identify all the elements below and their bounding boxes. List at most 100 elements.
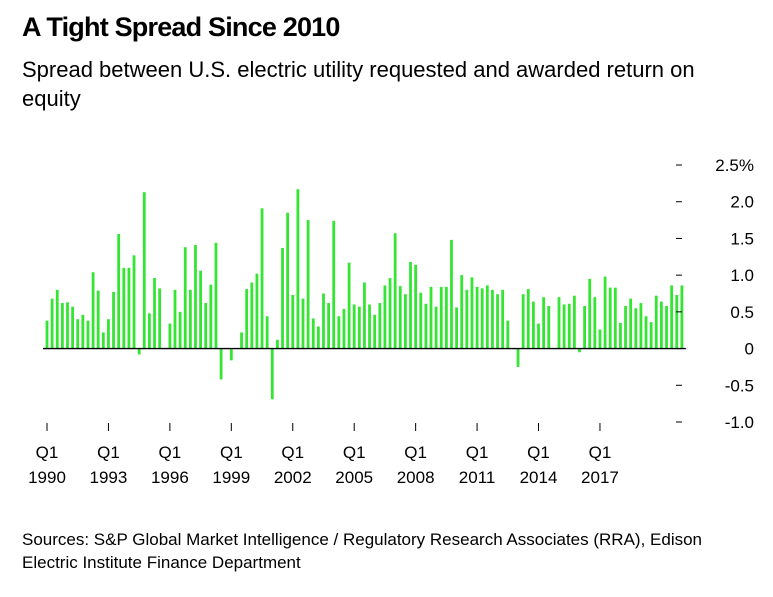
bar [188,289,192,349]
x-tick-label-quarter: Q1 [404,443,427,462]
x-tick-label-year: 2008 [397,468,435,487]
bar [506,320,510,349]
bar [55,289,59,349]
y-tick-label: 2.5% [715,156,754,175]
bar-chart: 2.5% 2.0 1.5 1.0 0.5 0 -0.5 -1.0 Q1 1990 Q1 1993 Q1… [28,156,754,487]
bar [158,288,162,349]
bar [680,285,684,349]
bar [352,304,356,349]
bar [675,294,679,349]
bar [337,316,341,349]
bar [178,311,182,349]
x-tick-label-year: 2002 [274,468,312,487]
x-tick-label-quarter: Q1 [220,443,243,462]
bar [306,220,310,349]
bar [383,285,387,349]
bar [311,318,315,349]
bar [634,308,638,349]
bar [419,292,423,349]
bar [439,286,443,349]
y-tick-label: -1.0 [725,413,754,432]
bar [424,303,428,349]
bar [301,298,305,349]
y-tick-label: 0 [745,340,754,359]
bar [173,289,177,349]
bar [373,314,377,349]
bar [455,307,458,349]
bar [240,332,243,349]
bar [450,239,453,349]
bar [414,264,418,349]
bar [588,278,592,349]
x-tick-label-year: 1990 [28,468,66,487]
bar [521,294,525,349]
chart-subtitle: Spread between U.S. electric utility req… [22,57,695,111]
chart-title: A Tight Spread Since 2010 [22,12,340,42]
bar [393,233,397,349]
bar [475,286,479,349]
bar [516,348,520,367]
x-axis: Q1 1990 Q1 1993 Q1 1996 Q1 1999 Q1 2002 Q1 2005 Q1 20… [28,423,619,487]
bar [142,192,146,349]
bar [132,255,136,349]
bar [434,306,438,349]
bar [255,273,259,349]
bar [117,234,121,349]
bar [265,316,269,349]
bar [547,305,551,349]
bar [250,282,254,349]
x-tick-label-year: 1996 [151,468,189,487]
y-tick-label: 0.5 [730,303,754,322]
bar [281,247,284,349]
y-tick-label: 1.5 [730,229,754,248]
bar [629,298,633,349]
x-tick-label-year: 1993 [90,468,128,487]
y-tick-label: 2.0 [730,193,754,212]
bar [81,314,85,349]
bar [286,212,290,349]
bar [363,282,366,349]
bar [496,294,499,349]
bar [624,305,627,349]
bar [532,301,535,349]
y-tick-label: -0.5 [725,376,754,395]
bar [501,289,505,349]
bar [368,304,371,349]
bar [619,322,622,349]
bar [107,319,110,349]
bar [296,189,300,349]
bar [91,272,95,349]
bar [127,267,131,349]
x-tick-label-quarter: Q1 [159,443,182,462]
bar [347,262,351,349]
bar [660,301,663,349]
bar [537,323,540,349]
bar [608,287,612,349]
bar [122,267,126,349]
bar [644,316,648,349]
bar [404,294,407,349]
x-tick-label-quarter: Q1 [36,443,59,462]
bar [332,220,336,349]
source-note: Sources: S&P Global Market Intelligence … [22,530,702,572]
bar [199,270,202,349]
bar [542,297,546,349]
bar [470,277,474,349]
bar [491,289,494,349]
bar [480,288,484,349]
y-axis: 2.5% 2.0 1.5 1.0 0.5 0 -0.5 -1.0 [676,156,754,432]
bar [357,306,361,349]
bar [485,285,489,349]
bar [526,289,530,349]
bar [291,294,295,349]
bar [183,247,187,349]
bar [66,302,69,349]
bar [598,329,602,349]
bar [444,286,448,349]
bar [276,339,279,349]
bar [45,320,49,349]
x-tick-label-quarter: Q1 [589,443,612,462]
bar [316,326,320,349]
y-tick-label: 1.0 [730,266,754,285]
bar [260,208,264,349]
